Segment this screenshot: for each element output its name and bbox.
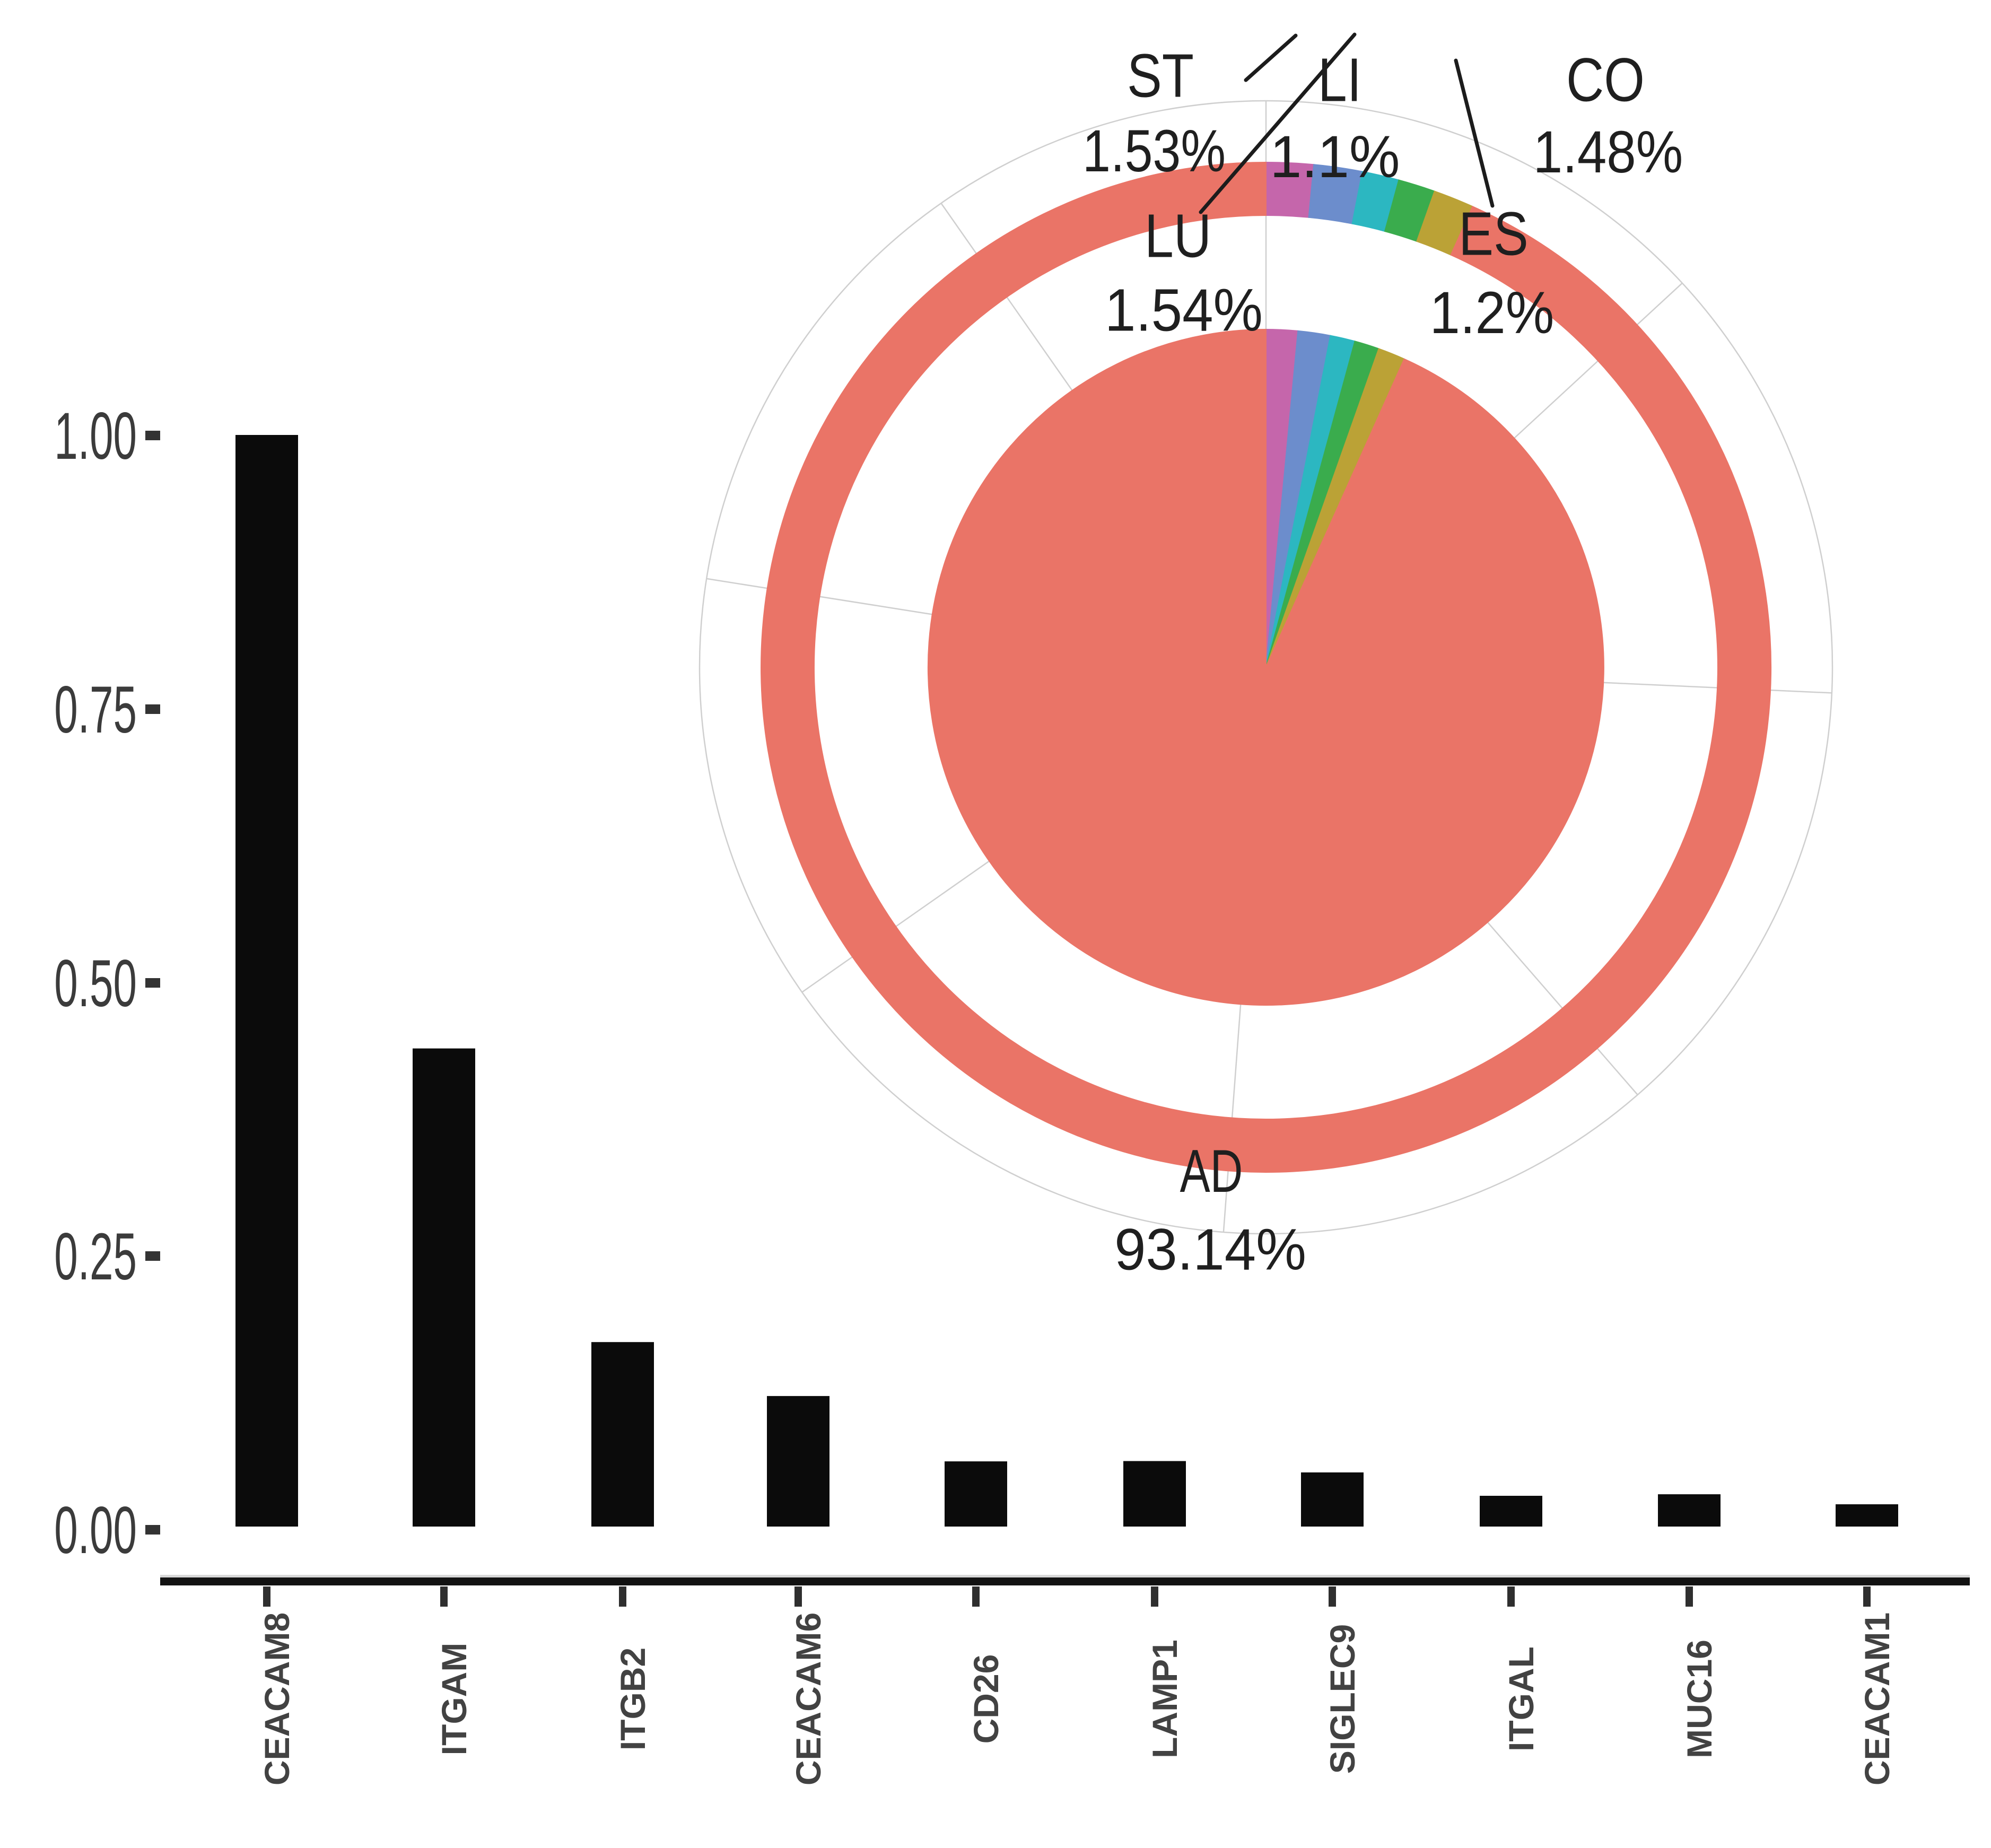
svg-text:CD26: CD26	[966, 1654, 1006, 1744]
svg-text:0.75: 0.75	[54, 673, 137, 747]
svg-text:ITGAM: ITGAM	[434, 1643, 474, 1756]
svg-text:1.54%: 1.54%	[1105, 277, 1263, 344]
svg-text:1.2%: 1.2%	[1430, 280, 1555, 346]
svg-text:1.53%: 1.53%	[1082, 118, 1226, 185]
svg-text:LI: LI	[1318, 46, 1361, 114]
svg-text:93.14%: 93.14%	[1114, 1217, 1306, 1282]
svg-text:ST: ST	[1127, 41, 1194, 110]
svg-text:0.25: 0.25	[54, 1220, 137, 1294]
svg-text:LAMP1: LAMP1	[1145, 1640, 1184, 1758]
svg-text:SIGLEC9: SIGLEC9	[1323, 1624, 1362, 1774]
svg-text:1.00: 1.00	[54, 399, 137, 473]
svg-text:0.00: 0.00	[54, 1494, 137, 1567]
svg-text:AD: AD	[1180, 1138, 1243, 1205]
svg-text:CO: CO	[1566, 46, 1645, 114]
svg-text:CEACAM6: CEACAM6	[789, 1612, 828, 1785]
svg-text:0.50: 0.50	[54, 947, 137, 1021]
svg-text:ITGAL: ITGAL	[1501, 1646, 1541, 1751]
svg-text:1.48%: 1.48%	[1533, 119, 1683, 186]
svg-text:ES: ES	[1459, 199, 1529, 268]
svg-text:ITGB2: ITGB2	[613, 1647, 652, 1750]
svg-text:CEACAM8: CEACAM8	[257, 1612, 296, 1785]
svg-text:MUC16: MUC16	[1680, 1640, 1719, 1758]
svg-text:CEACAM1: CEACAM1	[1857, 1612, 1897, 1785]
svg-text:1.1%: 1.1%	[1270, 124, 1400, 190]
svg-text:LU: LU	[1145, 202, 1211, 270]
